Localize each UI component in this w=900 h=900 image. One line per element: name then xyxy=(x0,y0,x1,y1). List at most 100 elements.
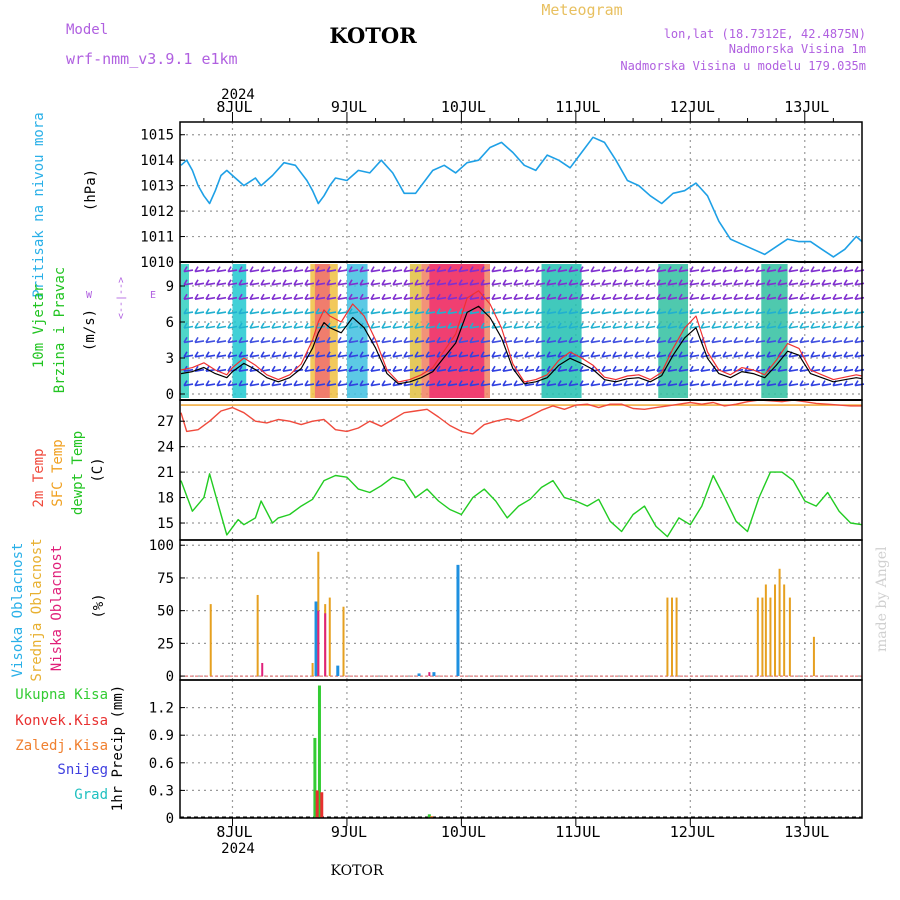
wind-barb xyxy=(689,351,700,358)
y-tick-label: 27 xyxy=(157,414,174,430)
precip-bar xyxy=(430,816,434,818)
wind-barb xyxy=(799,322,810,329)
wind-barb xyxy=(260,380,271,387)
wind-barb xyxy=(282,293,293,300)
cloud-bar xyxy=(756,597,759,677)
wind-barb xyxy=(535,336,546,344)
wind-barb xyxy=(755,336,766,344)
wind-barb xyxy=(315,279,326,286)
wind-barb xyxy=(634,279,645,286)
wind-barb xyxy=(348,266,359,273)
wind-barb xyxy=(282,351,293,358)
wind-barb xyxy=(194,308,205,315)
wind-barb xyxy=(491,336,502,344)
cloud-bar xyxy=(788,597,791,677)
wind-barb xyxy=(403,365,414,372)
wind-barb xyxy=(293,293,304,300)
wind-barb xyxy=(348,351,359,358)
wind-barb xyxy=(414,308,425,315)
wind-barb xyxy=(370,308,381,315)
wind-barb xyxy=(623,380,634,387)
wind-barb xyxy=(733,293,744,300)
wind-barb xyxy=(205,322,216,329)
wind-barb xyxy=(260,336,271,344)
wind-barb xyxy=(238,365,249,372)
wind-barb xyxy=(194,351,205,358)
wind-barb xyxy=(711,336,722,344)
wind-barb xyxy=(799,293,810,300)
wind-barb xyxy=(634,380,645,387)
wind-barb xyxy=(678,293,689,300)
y-tick-label: 75 xyxy=(157,571,174,587)
wind-barb xyxy=(293,351,304,358)
cloud-bar xyxy=(666,597,669,677)
wind-barb xyxy=(304,308,315,315)
wind-barb xyxy=(722,351,733,358)
wind-barb xyxy=(700,336,711,344)
wind-barb xyxy=(216,293,227,300)
wind-barb xyxy=(810,279,821,286)
wind-barb xyxy=(623,279,634,286)
wind-barb xyxy=(656,351,667,358)
wind-legend-w: W xyxy=(86,290,93,301)
wind-barb xyxy=(733,308,744,315)
wind-barb xyxy=(535,308,546,315)
year-top: 2024 xyxy=(221,87,255,103)
wind-barb xyxy=(755,308,766,315)
wind-barb xyxy=(832,279,843,286)
wind-barb xyxy=(238,380,249,387)
wind-barb xyxy=(183,293,194,300)
temp-unit: (C) xyxy=(90,457,106,482)
wind-barb xyxy=(480,266,491,273)
wind-barb xyxy=(678,279,689,286)
wind-barb xyxy=(502,365,513,372)
wind-barb xyxy=(832,308,843,315)
y-tick-label: 100 xyxy=(149,538,174,554)
wind-barb xyxy=(392,308,403,315)
wind-barb xyxy=(282,279,293,286)
cloud-bar xyxy=(342,606,345,677)
wind-barb xyxy=(645,322,656,329)
wind-barb xyxy=(359,266,370,273)
wind-barb xyxy=(370,279,381,286)
wind-barb xyxy=(249,322,260,329)
wind-barb xyxy=(656,293,667,300)
wind-barb xyxy=(425,279,436,286)
wind-barb xyxy=(843,336,854,344)
wind-barb xyxy=(557,322,568,329)
wind-barb xyxy=(282,266,293,273)
wind-barb xyxy=(590,293,601,300)
wind-barb xyxy=(315,266,326,273)
wind-barb xyxy=(777,279,788,286)
wind-barb xyxy=(689,365,700,372)
wind-barb xyxy=(370,293,381,300)
legend-frz-rain: Zaledj.Kisa xyxy=(15,738,108,754)
wind-barb xyxy=(689,308,700,315)
cloud-bar xyxy=(769,597,772,677)
wind-barb xyxy=(634,293,645,300)
wind-barb xyxy=(810,336,821,344)
wind-barb xyxy=(667,308,678,315)
wind-barb xyxy=(513,293,524,300)
wind-barb xyxy=(744,266,755,273)
cloud-bar xyxy=(324,613,327,677)
wind-barb xyxy=(238,293,249,300)
wind-barb xyxy=(700,279,711,286)
wind-barb xyxy=(590,322,601,329)
wind-barb xyxy=(524,365,535,372)
wind-barb xyxy=(447,322,458,329)
wind-barb xyxy=(755,266,766,273)
wind-barb xyxy=(436,293,447,300)
wind-barb xyxy=(755,322,766,329)
wind-barb xyxy=(271,322,282,329)
wind-barb xyxy=(788,365,799,372)
wind-barb-band xyxy=(409,264,422,398)
wind-barb xyxy=(568,279,579,286)
y-tick-label: 1012 xyxy=(140,204,174,220)
wind-barb xyxy=(469,365,480,372)
x-day-label-top: 8JUL xyxy=(216,98,252,116)
wind-barb xyxy=(238,351,249,358)
wind-barb xyxy=(843,293,854,300)
wind-barb xyxy=(579,351,590,358)
cloud-bar xyxy=(417,673,421,677)
